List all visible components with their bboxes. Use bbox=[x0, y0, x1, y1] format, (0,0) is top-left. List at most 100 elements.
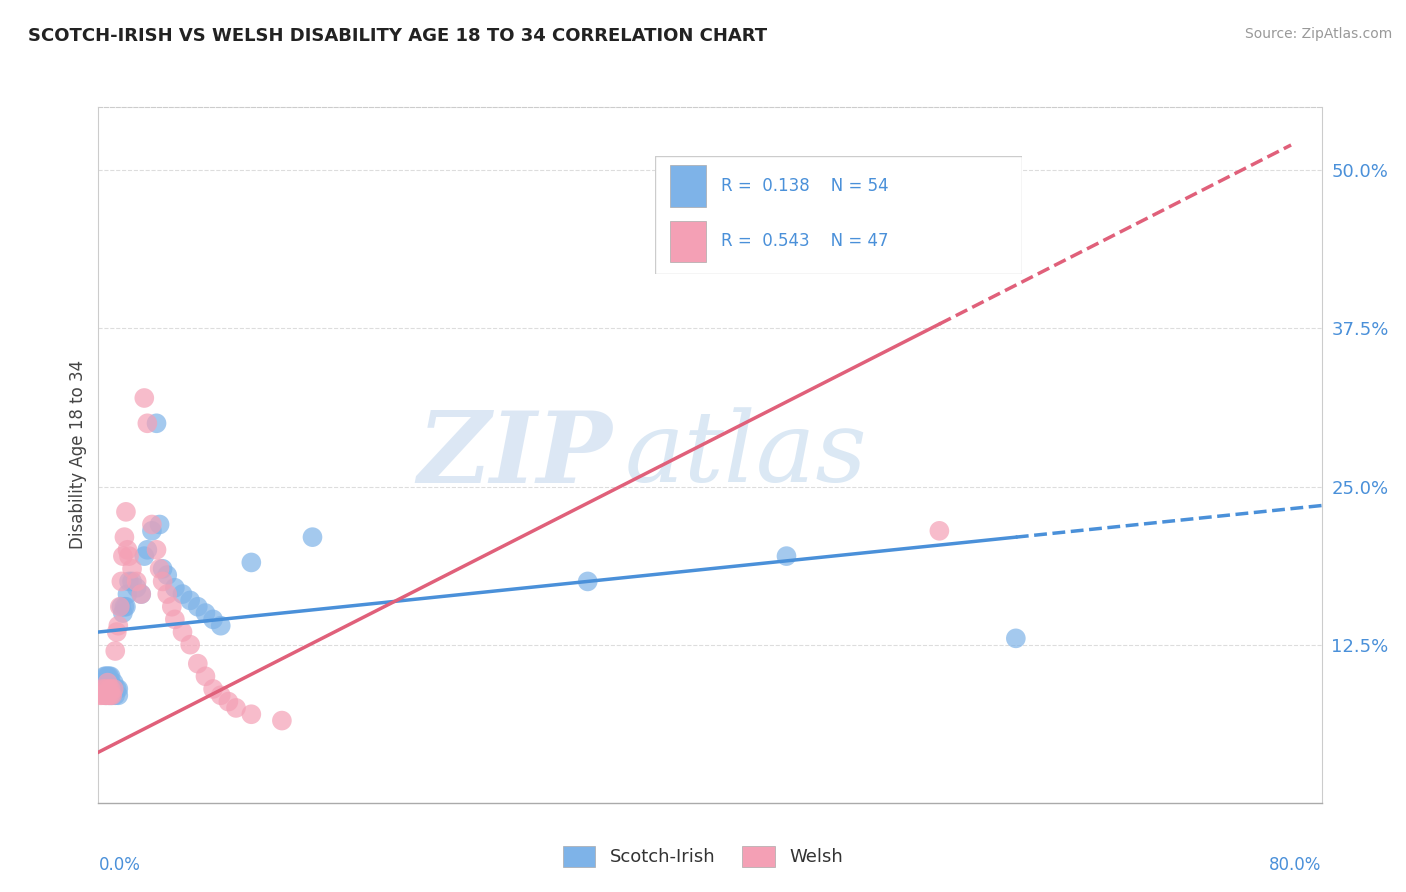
Point bbox=[209, 688, 232, 702]
Point bbox=[94, 688, 117, 702]
Point bbox=[100, 688, 122, 702]
Point bbox=[98, 688, 121, 702]
Point bbox=[100, 688, 122, 702]
Point bbox=[105, 625, 128, 640]
Point bbox=[97, 681, 120, 696]
Point bbox=[111, 606, 134, 620]
Point bbox=[110, 599, 132, 614]
Point bbox=[104, 688, 127, 702]
Point bbox=[100, 681, 122, 696]
Text: Source: ZipAtlas.com: Source: ZipAtlas.com bbox=[1244, 27, 1392, 41]
Point bbox=[94, 675, 117, 690]
Text: atlas: atlas bbox=[624, 408, 868, 502]
Point bbox=[172, 587, 194, 601]
Point bbox=[101, 681, 124, 696]
Point bbox=[98, 675, 121, 690]
Text: ZIP: ZIP bbox=[418, 407, 612, 503]
Point bbox=[97, 688, 120, 702]
Point bbox=[576, 574, 599, 589]
Point bbox=[125, 581, 148, 595]
Point bbox=[115, 505, 138, 519]
Point bbox=[179, 638, 201, 652]
Point bbox=[101, 688, 124, 702]
Point bbox=[118, 574, 141, 589]
Text: 80.0%: 80.0% bbox=[1270, 855, 1322, 873]
Point bbox=[93, 688, 115, 702]
Point bbox=[134, 391, 156, 405]
Point bbox=[160, 599, 183, 614]
Point bbox=[217, 695, 239, 709]
Point bbox=[187, 657, 209, 671]
Point bbox=[202, 612, 225, 626]
Point bbox=[270, 714, 292, 728]
Point bbox=[112, 599, 135, 614]
Point bbox=[141, 517, 163, 532]
Point bbox=[98, 681, 121, 696]
Point bbox=[118, 549, 141, 563]
Point bbox=[121, 574, 143, 589]
Point bbox=[101, 688, 124, 702]
Point bbox=[152, 562, 174, 576]
Point bbox=[107, 681, 129, 696]
Point bbox=[91, 681, 114, 696]
Point bbox=[89, 688, 111, 702]
Point bbox=[121, 562, 143, 576]
Point bbox=[110, 574, 132, 589]
Point bbox=[194, 669, 217, 683]
Legend: Scotch-Irish, Welsh: Scotch-Irish, Welsh bbox=[555, 838, 851, 874]
Point bbox=[94, 669, 117, 683]
Point bbox=[117, 542, 139, 557]
Point bbox=[98, 681, 121, 696]
Point bbox=[225, 701, 247, 715]
Text: 0.0%: 0.0% bbox=[98, 855, 141, 873]
Point bbox=[775, 549, 797, 563]
Point bbox=[98, 669, 121, 683]
Point bbox=[117, 587, 139, 601]
Point bbox=[125, 574, 148, 589]
Point bbox=[156, 568, 179, 582]
Point bbox=[301, 530, 323, 544]
Point bbox=[240, 707, 263, 722]
Point bbox=[94, 681, 117, 696]
Point bbox=[163, 612, 186, 626]
Point bbox=[108, 599, 131, 614]
Point bbox=[91, 675, 114, 690]
Point bbox=[129, 587, 152, 601]
Y-axis label: Disability Age 18 to 34: Disability Age 18 to 34 bbox=[69, 360, 87, 549]
Point bbox=[163, 581, 186, 595]
Point bbox=[105, 681, 128, 696]
Point bbox=[107, 688, 129, 702]
Point bbox=[156, 587, 179, 601]
Text: SCOTCH-IRISH VS WELSH DISABILITY AGE 18 TO 34 CORRELATION CHART: SCOTCH-IRISH VS WELSH DISABILITY AGE 18 … bbox=[28, 27, 768, 45]
Point bbox=[134, 549, 156, 563]
Point bbox=[136, 417, 159, 431]
Point bbox=[94, 688, 117, 702]
Point bbox=[107, 618, 129, 632]
Point bbox=[93, 669, 115, 683]
Point bbox=[93, 681, 115, 696]
Point bbox=[152, 574, 174, 589]
Point bbox=[209, 618, 232, 632]
Point bbox=[202, 681, 225, 696]
Point bbox=[115, 599, 138, 614]
Point bbox=[194, 606, 217, 620]
Point bbox=[145, 542, 167, 557]
Point bbox=[90, 675, 112, 690]
Point bbox=[90, 688, 112, 702]
Point bbox=[98, 688, 121, 702]
Point bbox=[149, 562, 172, 576]
Point bbox=[240, 556, 263, 570]
Point bbox=[928, 524, 950, 538]
Point bbox=[172, 625, 194, 640]
Point bbox=[111, 549, 134, 563]
Point bbox=[103, 675, 125, 690]
Point bbox=[103, 681, 125, 696]
Point bbox=[97, 669, 120, 683]
Point bbox=[103, 681, 125, 696]
Point bbox=[100, 669, 122, 683]
Point bbox=[179, 593, 201, 607]
Point bbox=[141, 524, 163, 538]
Point bbox=[97, 675, 120, 690]
Point bbox=[112, 530, 135, 544]
Point bbox=[1004, 632, 1026, 646]
